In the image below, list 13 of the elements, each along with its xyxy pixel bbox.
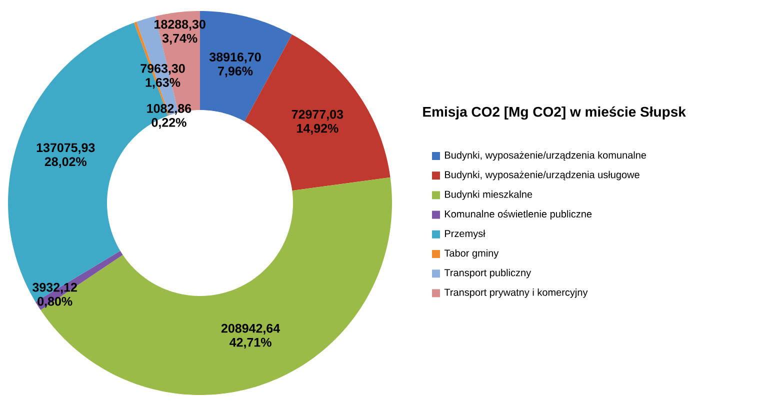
legend-label: Przemysł xyxy=(445,230,486,240)
legend-label: Budynki, wyposażenie/urządzenia komunalne xyxy=(445,151,646,161)
legend-label: Budynki, wyposażenie/urządzenia usługowe xyxy=(445,170,640,180)
data-label: 72977,03 14,92% xyxy=(292,110,344,135)
text: Emisja CO2 [Mg CO2] w mieście Słupsk xyxy=(423,106,686,120)
legend-label: Budynki mieszkalne xyxy=(445,190,532,200)
legend-label: Komunalne oświetlenie publiczne xyxy=(445,210,592,220)
data-label: 208942,64 42,71% xyxy=(221,324,280,349)
data-label: 137075,93 28,02% xyxy=(36,143,95,168)
data-label: 38916,70 7,96% xyxy=(209,52,261,78)
legend-label: Tabor gminy xyxy=(444,249,499,259)
legend-label: Transport publiczny xyxy=(444,268,532,278)
legend-label: Transport prywatny i komercyjny xyxy=(444,288,588,298)
